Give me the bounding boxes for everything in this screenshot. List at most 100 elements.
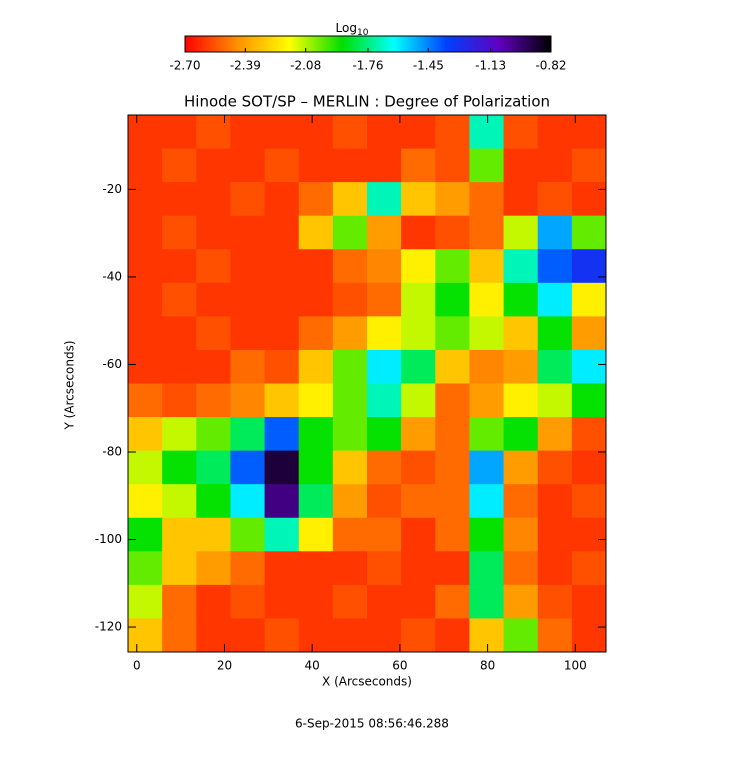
heatmap-cell [401, 584, 436, 619]
heatmap-cell [367, 484, 402, 519]
heatmap-cell [264, 182, 300, 217]
heatmap-cell [230, 450, 266, 485]
heatmap-cell [469, 215, 505, 250]
heatmap-cell [367, 349, 402, 384]
x-tick-label: 40 [305, 659, 320, 673]
heatmap-cell [230, 282, 266, 317]
heatmap-cell [264, 551, 300, 586]
heatmap-cell [469, 115, 505, 150]
heatmap-cell [435, 417, 470, 452]
heatmap-cell [196, 417, 231, 452]
heatmap-cell [571, 115, 607, 150]
heatmap-cell [367, 115, 402, 150]
heatmap-cell [367, 282, 402, 317]
heatmap-cell [128, 450, 163, 485]
heatmap-cell [264, 349, 300, 384]
heatmap-cell [401, 417, 436, 452]
heatmap-cell [503, 450, 539, 485]
heatmap-cell [196, 215, 231, 250]
heatmap-cell [230, 249, 266, 284]
heatmap-cell [469, 450, 505, 485]
heatmap-cell [435, 316, 470, 351]
heatmap-cell [196, 551, 231, 586]
heatmap-cell [264, 148, 300, 183]
heatmap-cell [264, 517, 300, 552]
heatmap-cell [571, 148, 607, 183]
heatmap-cell [128, 517, 163, 552]
heatmap-cell [196, 115, 231, 150]
heatmap-cell [298, 484, 334, 519]
heatmap-cell [196, 584, 231, 619]
heatmap-cell [298, 215, 334, 250]
heatmap-cell [435, 618, 470, 653]
heatmap-cell [332, 484, 368, 519]
colorbar-tick-label: -1.13 [475, 59, 506, 73]
heatmap-cell [469, 282, 505, 317]
heatmap-cell [332, 417, 368, 452]
heatmap-cell [162, 282, 197, 317]
heatmap-cell [332, 316, 368, 351]
heatmap-cell [367, 249, 402, 284]
heatmap-cell [435, 215, 470, 250]
heatmap-cell [298, 282, 334, 317]
heatmap-cell [332, 383, 368, 418]
heatmap-cell [367, 517, 402, 552]
heatmap-cell [264, 484, 300, 519]
heatmap-cell [162, 349, 197, 384]
heatmap-cell [298, 249, 334, 284]
heatmap-cell [401, 215, 436, 250]
heatmap-cell [264, 316, 300, 351]
heatmap-cell [128, 551, 163, 586]
heatmap-cell [537, 618, 573, 653]
heatmap-cell [537, 383, 573, 418]
heatmap-cell [196, 249, 231, 284]
heatmap-cell [298, 517, 334, 552]
heatmap-cell [162, 484, 197, 519]
heatmap-cell [537, 182, 573, 217]
heatmap-cell [230, 349, 266, 384]
heatmap-cell [571, 618, 607, 653]
heatmap-cell [162, 316, 197, 351]
heatmap-cell [571, 417, 607, 452]
heatmap-cell [537, 551, 573, 586]
colorbar-title-main: Log [336, 21, 357, 35]
heatmap-cell [162, 249, 197, 284]
heatmap-cell [537, 450, 573, 485]
x-tick-label: 0 [133, 659, 141, 673]
heatmap-cell [401, 551, 436, 586]
x-tick-label: 100 [564, 659, 587, 673]
heatmap-cell [367, 618, 402, 653]
heatmap-cell [128, 484, 163, 519]
heatmap-cell [401, 349, 436, 384]
heatmap-cell [401, 148, 436, 183]
heatmap-cell [128, 584, 163, 619]
heatmap-cell [469, 618, 505, 653]
heatmap-cell [230, 484, 266, 519]
heatmap-cell [435, 249, 470, 284]
heatmap-cell [332, 148, 368, 183]
heatmap-cell [128, 282, 163, 317]
y-tick-label: -60 [102, 357, 122, 371]
heatmap-cell [469, 517, 505, 552]
heatmap-cell [367, 417, 402, 452]
heatmap-cell [503, 349, 539, 384]
heatmap-cell [571, 316, 607, 351]
heatmap-cell [367, 383, 402, 418]
heatmap-cell [128, 417, 163, 452]
heatmap-cell [537, 417, 573, 452]
heatmap-cell [196, 316, 231, 351]
heatmap-cell [298, 383, 334, 418]
colorbar-tick-label: -0.82 [535, 59, 566, 73]
heatmap-cell [264, 115, 300, 150]
heatmap-cell [196, 450, 231, 485]
y-tick-label: -20 [102, 182, 122, 196]
heatmap-cell [435, 450, 470, 485]
heatmap-cell [332, 450, 368, 485]
heatmap-cell [162, 417, 197, 452]
heatmap-cell [230, 148, 266, 183]
heatmap-cell [162, 215, 197, 250]
heatmap-cell [230, 417, 266, 452]
heatmap-cell [298, 115, 334, 150]
heatmap-cell [503, 551, 539, 586]
